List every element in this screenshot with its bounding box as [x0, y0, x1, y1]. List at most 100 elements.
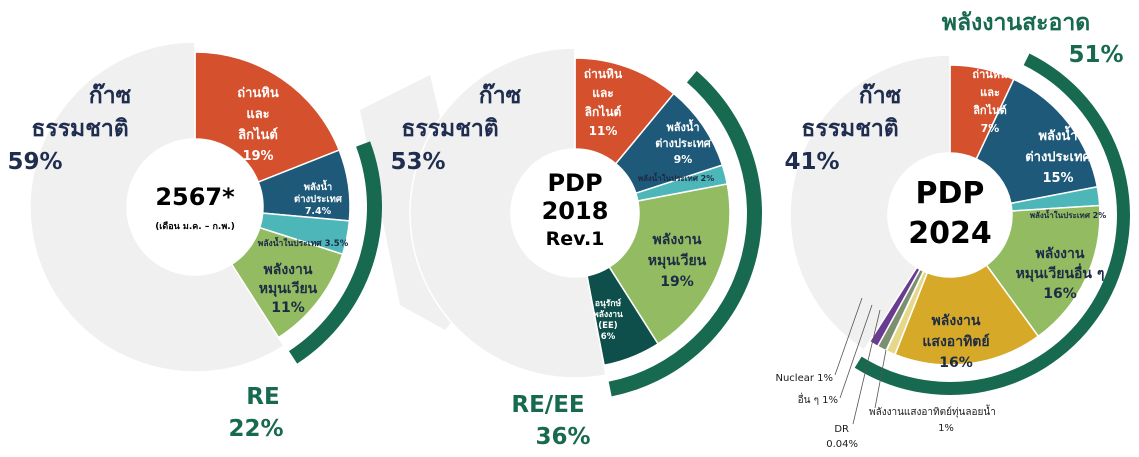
- slice-label-coal-line: 7%: [981, 122, 1000, 135]
- slice-label-re-line: หมุนเวียนอื่น ๆ: [1016, 263, 1105, 282]
- slice-label-coal: ถ่านหินและลิกไนต์ 7%: [972, 68, 1008, 135]
- slice-label-coal-line: ลิกไนต์: [585, 104, 622, 119]
- slice-label-solar-line: แสงอาทิตย์: [922, 333, 989, 350]
- slice-label-coal: ถ่านหินและลิกไนต์ 19%: [237, 86, 279, 164]
- slice-label-hydro-import-line: 9%: [674, 153, 693, 166]
- slice-label-hydro-import-line: พลังน้ำ: [666, 119, 699, 134]
- gas-share-label: ก๊าซธรรมชาติ 59%: [7, 82, 131, 175]
- slice-label-solar-line: 16%: [939, 355, 973, 371]
- slice-label-re-line: 11%: [271, 300, 305, 316]
- clean-share-line: RE: [246, 384, 279, 410]
- callout-label: 1%: [938, 423, 954, 434]
- clean-energy-ring: [608, 71, 763, 397]
- slice-label-hydro-import-line: พลังน้ำ: [304, 179, 333, 193]
- clean-share-line: 51%: [1068, 42, 1123, 68]
- gas-share-line: ก๊าซ: [479, 82, 522, 109]
- callout-label: 0.04%: [826, 439, 858, 450]
- pie-hole: [127, 139, 263, 275]
- slice-label-ee-line: 6%: [601, 332, 616, 342]
- pie-chart-2567: ถ่านหินและลิกไนต์ 19% พลังน้ำต่างประเทศ 7.4…: [7, 41, 383, 442]
- slice-label-coal-line: และ: [592, 86, 614, 100]
- slice-label-re: พลังงานหมุนเวียนอื่น ๆ 16%: [1016, 246, 1105, 302]
- slice-label-hydro-import-line: 7.4%: [305, 206, 332, 217]
- slice-label-ee-line: (EE): [598, 321, 617, 331]
- center-label: 2024: [908, 216, 992, 251]
- slice-label-hydro-import-line: พลังน้ำ: [1038, 125, 1077, 144]
- pie-slice-gas: [409, 47, 607, 379]
- pie-chart-pdp2018: ถ่านหินและลิกไนต์ 11% พลังน้ำต่างประเทศ 9%พ…: [390, 47, 763, 450]
- callout-label: Nuclear 1%: [775, 373, 833, 384]
- clean-share-label: RE 22%: [228, 384, 283, 442]
- clean-share-line: พลังงานสะอาด: [942, 10, 1090, 36]
- slice-label-hydro-domestic: พลังน้ำในประเทศ 2%: [638, 172, 715, 183]
- callout-leader: [852, 309, 881, 425]
- slice-label-coal-line: และ: [980, 86, 1000, 99]
- slice-label-ee-line: พลังงาน: [593, 309, 623, 320]
- slice-label-hydro-import: พลังน้ำต่างประเทศ 7.4%: [294, 179, 343, 217]
- callout-leader: [874, 349, 887, 409]
- gas-share-line: ธรรมชาติ: [401, 116, 498, 142]
- callout-label: พลังงานแสงอาทิตย์ทุ่นลอยน้ำ: [869, 404, 996, 418]
- slice-label-hydro-import-line: ต่างประเทศ: [1025, 150, 1091, 165]
- slice-label-coal: ถ่านหินและลิกไนต์ 11%: [584, 67, 623, 138]
- slice-label-coal-line: ลิกไนต์: [238, 126, 278, 143]
- slice-label-re-line: พลังงาน: [264, 262, 313, 278]
- slice-label-solar-line: พลังงาน: [932, 313, 981, 329]
- slice-label-coal-line: ถ่านหิน: [584, 67, 623, 81]
- slice-label-re: พลังงานหมุนเวียน 11%: [259, 262, 318, 316]
- pie-hole: [888, 153, 1012, 277]
- slice-label-re-line: 19%: [660, 274, 694, 290]
- slice-label-hydro-domestic: พลังน้ำในประเทศ 3.5%: [258, 236, 349, 249]
- slice-label-re-line: หมุนเวียน: [648, 253, 707, 269]
- slice-label-re-line: พลังงาน: [653, 232, 702, 248]
- gas-share-line: 41%: [784, 149, 839, 175]
- slice-label-coal-line: 19%: [242, 149, 273, 164]
- center-label: (เดือน ม.ค. – ก.พ.): [155, 220, 235, 232]
- callout-leader: [839, 304, 873, 399]
- slice-label-coal-line: ลิกไนต์: [973, 103, 1007, 117]
- gas-share-line: ธรรมชาติ: [31, 116, 128, 142]
- center-label: 2018: [542, 197, 609, 225]
- gas-share-line: ก๊าซ: [89, 82, 132, 109]
- gas-share-line: 53%: [390, 149, 445, 175]
- center-label: Rev.1: [546, 228, 605, 250]
- slice-label-hydro-domestic-line: พลังน้ำในประเทศ 3.5%: [258, 236, 349, 249]
- slice-label-hydro-domestic-line: พลังน้ำในประเทศ 2%: [638, 172, 715, 183]
- callout-label: DR: [834, 424, 849, 435]
- slice-label-re-line: 16%: [1043, 286, 1077, 302]
- slice-label-re-line: หมุนเวียน: [259, 281, 318, 297]
- slice-label-hydro-domestic: พลังน้ำในประเทศ 2%: [1030, 209, 1107, 220]
- center-label: PDP: [547, 169, 602, 197]
- callout-leader: [834, 297, 863, 376]
- pie-hole: [511, 149, 639, 277]
- center-label: 2567*: [155, 183, 235, 211]
- slice-label-hydro-import: พลังน้ำต่างประเทศ 15%: [1025, 125, 1091, 186]
- gas-share-line: 59%: [7, 149, 62, 175]
- clean-share-line: 36%: [535, 424, 590, 450]
- slice-label-coal-line: และ: [246, 107, 269, 122]
- gas-share-line: ก๊าซ: [859, 82, 902, 109]
- slice-label-ee-line: อนุรักษ์: [595, 298, 622, 309]
- clean-share-label: RE/EE 36%: [511, 392, 590, 450]
- slice-label-coal-line: 11%: [589, 124, 618, 138]
- slice-label-hydro-import-line: 15%: [1042, 171, 1073, 186]
- slice-label-solar: พลังงานแสงอาทิตย์ 16%: [922, 313, 989, 371]
- gas-share-label: ก๊าซธรรมชาติ 53%: [390, 82, 521, 175]
- clean-share-line: RE/EE: [511, 392, 584, 418]
- gas-share-label: ก๊าซธรรมชาติ 41%: [784, 82, 901, 175]
- clean-energy-ring: [288, 141, 383, 364]
- callout-label: อื่น ๆ 1%: [798, 392, 838, 406]
- clean-share-label: พลังงานสะอาด 51%: [942, 10, 1124, 68]
- clean-share-line: 22%: [228, 416, 283, 442]
- slice-label-hydro-import-line: ต่างประเทศ: [655, 137, 712, 150]
- slice-label-hydro-import: พลังน้ำต่างประเทศ 9%: [655, 119, 712, 166]
- slice-label-re-line: พลังงาน: [1036, 246, 1085, 262]
- slice-label-hydro-import-line: ต่างประเทศ: [294, 193, 343, 205]
- center-label: PDP: [916, 176, 985, 211]
- pie-chart-pdp2024: ถ่านหินและลิกไนต์ 7%พลังน้ำต่างประเทศ 15%พ…: [775, 10, 1131, 450]
- slice-label-re: พลังงานหมุนเวียน 19%: [648, 232, 707, 290]
- pie-slice-coal: [194, 51, 341, 184]
- slice-label-ee: อนุรักษ์พลังงาน(EE) 6%: [593, 298, 623, 342]
- slice-label-coal-line: ถ่านหิน: [972, 68, 1008, 81]
